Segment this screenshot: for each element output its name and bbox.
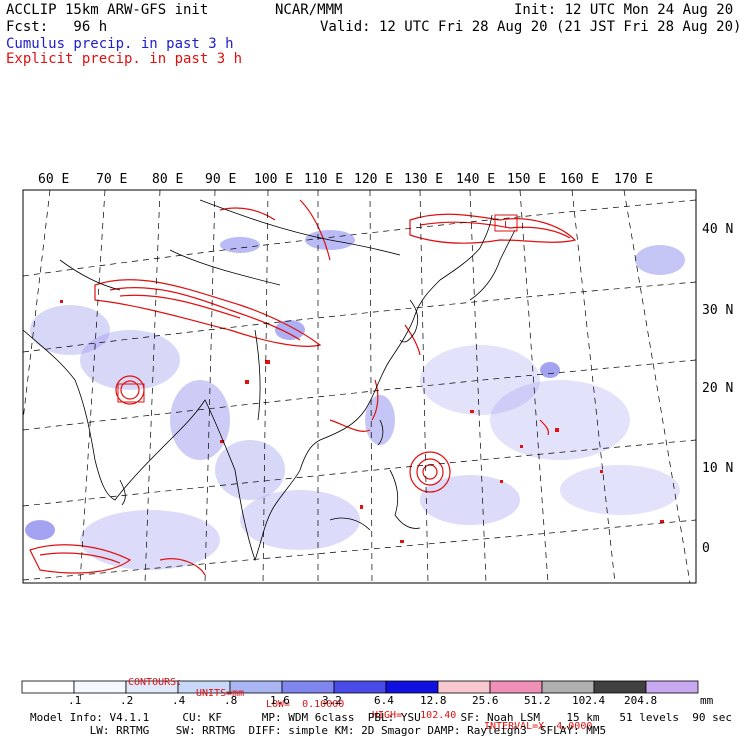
low-marker-label: L — [504, 220, 510, 231]
explicit-precip — [29, 199, 577, 576]
lon-label: 140 E — [456, 172, 496, 187]
colorbar-tick: 1.6 — [270, 694, 290, 707]
map-frame — [22, 189, 697, 584]
colorbar-tick: 3.2 — [322, 694, 342, 707]
contour-low: LOW= 0.10000 — [266, 699, 345, 710]
colorbar-tick: .8 — [224, 694, 238, 707]
contour-high: HIGH= 102.40 — [372, 710, 457, 721]
lon-label: 120 E — [354, 172, 394, 187]
colorbar-tick: 102.4 — [572, 694, 606, 707]
colorbar-tick: 12.8 — [420, 694, 447, 707]
cumulus-precip — [25, 230, 685, 570]
explicit-legend: Explicit precip. in past 3 h — [6, 51, 243, 67]
lon-label: 170 E — [614, 172, 654, 187]
contour-label: CONTOURS: — [128, 677, 183, 688]
lon-label: 100 E — [254, 172, 294, 187]
valid-time: Valid: 12 UTC Fri 28 Aug 20 (21 JST Fri … — [320, 19, 740, 35]
lat-label: 20 N — [702, 381, 734, 396]
contour-units: UNITS=mm — [196, 688, 245, 699]
graticule — [23, 190, 696, 583]
low-marker-box — [494, 214, 518, 232]
colorbar-tick: 51.2 — [524, 694, 551, 707]
colorbar-tick: 6.4 — [374, 694, 394, 707]
colorbar — [21, 680, 699, 694]
colorbar-tick: 204.8 — [624, 694, 658, 707]
lon-label: 80 E — [152, 172, 184, 187]
lon-label: 60 E — [38, 172, 70, 187]
lon-label: 150 E — [507, 172, 547, 187]
model-info-line2: LW: RRTMG SW: RRTMG DIFF: simple KM: 2D … — [30, 724, 607, 737]
forecast-hour: Fcst: 96 h — [6, 19, 108, 35]
colorbar-tick: .2 — [120, 694, 134, 707]
lat-label: 40 N — [702, 222, 734, 237]
colorbar-tick: 25.6 — [472, 694, 499, 707]
lat-label: 0 — [702, 541, 710, 556]
contour-info: CONTOURS: UNITS=mm LOW= 0.10000 HIGH= 10… — [0, 666, 740, 732]
colorbar-tick: .4 — [172, 694, 186, 707]
lon-label: 70 E — [96, 172, 128, 187]
low-marker-box — [117, 383, 145, 403]
cumulus-legend: Cumulus precip. in past 3 h — [6, 36, 234, 52]
lat-label: 30 N — [702, 303, 734, 318]
model-info-line1: Model Info: V4.1.1 CU: KF MP: WDM 6class… — [30, 711, 732, 724]
run-title: ACCLIP 15km ARW-GFS init — [6, 2, 209, 18]
init-time: Init: 12 UTC Mon 24 Aug 20 — [514, 2, 734, 18]
colorbar-unit: mm — [700, 694, 714, 707]
contour-interval: INTERVAL=X 4.0000 — [484, 721, 593, 732]
lat-label: 10 N — [702, 461, 734, 476]
org-label: NCAR/MMM — [275, 2, 343, 18]
coastlines — [23, 199, 516, 562]
colorbar-tick: .1 — [68, 694, 82, 707]
lon-label: 110 E — [304, 172, 344, 187]
colorbar-swatch — [645, 680, 699, 694]
lon-label: 130 E — [404, 172, 444, 187]
lon-label: 90 E — [205, 172, 237, 187]
lon-label: 160 E — [560, 172, 600, 187]
